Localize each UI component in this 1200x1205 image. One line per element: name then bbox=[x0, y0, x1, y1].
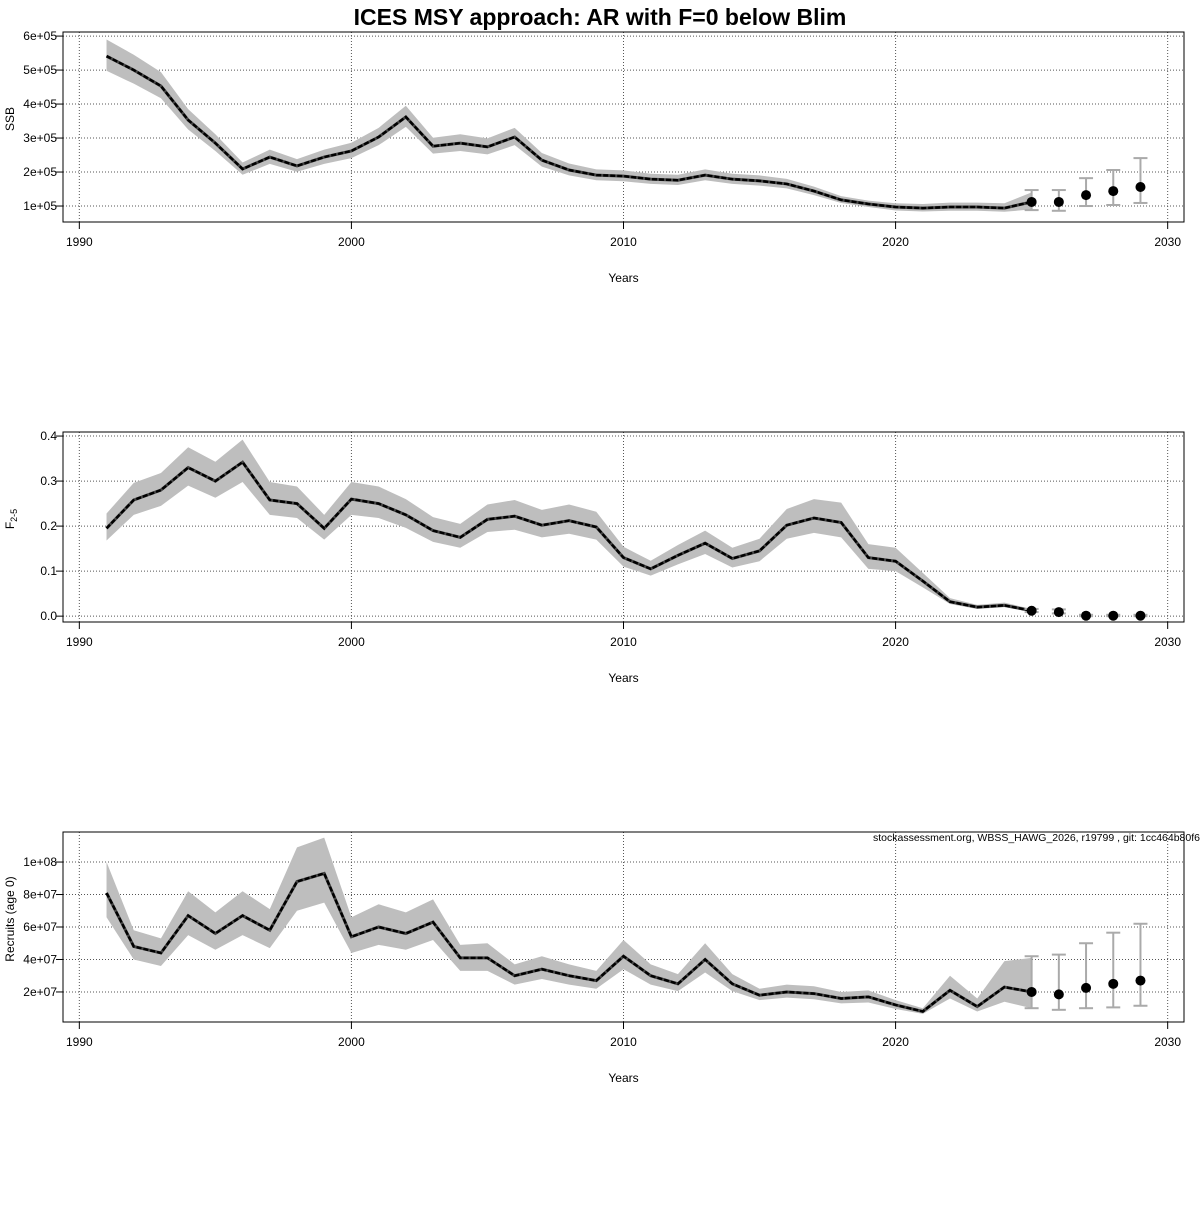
x-tick-label: 2010 bbox=[610, 635, 637, 649]
forecast-point bbox=[1108, 978, 1119, 989]
x-tick-label: 2010 bbox=[610, 235, 637, 249]
forecast-point bbox=[1108, 186, 1119, 197]
forecast-error-bar bbox=[1024, 955, 1039, 1010]
y-axis-label: SSB bbox=[3, 107, 17, 131]
recruits-confidence-band bbox=[106, 837, 1032, 1014]
fbar-estimate-line bbox=[105, 460, 1032, 612]
x-axis-label: Years bbox=[608, 1071, 638, 1085]
recruits-panel: 1990 2000 2010 2020 2030 Years 2e+07 4e+07 6e+07… bbox=[3, 831, 1185, 1085]
x-tick-label: 2020 bbox=[882, 235, 909, 249]
x-tick-label: 2030 bbox=[1154, 635, 1181, 649]
fbar-panel: 1990 2000 2010 2020 2030 Years 0.0 0.1 0.2 0.3 0.4… bbox=[3, 429, 1185, 685]
y-tick-label: 4e+05 bbox=[23, 97, 57, 111]
recruits-estimate-line bbox=[105, 871, 1032, 1013]
x-tick-label: 2000 bbox=[338, 635, 365, 649]
y-tick-label: 0.3 bbox=[40, 474, 57, 488]
plot-frame bbox=[62, 31, 1185, 223]
y-tick-label: 4e+07 bbox=[23, 952, 57, 966]
x-tick-label: 1990 bbox=[66, 235, 93, 249]
x-tick-label: 2020 bbox=[882, 635, 909, 649]
y-axis-label: F2-5 bbox=[3, 509, 19, 529]
x-tick-label: 2030 bbox=[1154, 235, 1181, 249]
y-tick-label: 0.0 bbox=[40, 609, 57, 623]
forecast-point bbox=[1135, 181, 1146, 192]
forecast-error-bar bbox=[1106, 931, 1121, 1009]
ssb-confidence-band bbox=[106, 39, 1032, 212]
forecast-point bbox=[1081, 190, 1092, 201]
x-tick-label: 2000 bbox=[338, 235, 365, 249]
y-tick-label: 6e+07 bbox=[23, 920, 57, 934]
forecast-point bbox=[1053, 196, 1064, 207]
forecast-error-bar bbox=[1133, 157, 1148, 204]
watermark: stockassessment.org, WBSS_HAWG_2026, r19… bbox=[873, 832, 1200, 844]
forecast-point bbox=[1135, 975, 1146, 986]
y-tick-label: 2e+05 bbox=[23, 165, 57, 179]
y-tick-label: 0.4 bbox=[40, 429, 57, 443]
forecast-point bbox=[1053, 989, 1064, 1000]
forecast-point bbox=[1081, 982, 1092, 993]
y-tick-label: 5e+05 bbox=[23, 63, 57, 77]
ssb-estimate-line bbox=[105, 55, 1032, 210]
ssb-estimate-line-base bbox=[105, 54, 1032, 210]
y-tick-label: 0.1 bbox=[40, 564, 57, 578]
x-tick-label: 1990 bbox=[66, 635, 93, 649]
ssb-panel: 1990 2000 2010 2020 2030 Years 1e+05 2e+05 3e+05… bbox=[3, 29, 1185, 285]
forecast-point bbox=[1026, 986, 1037, 997]
x-axis-label: Years bbox=[608, 671, 638, 685]
forecast-point bbox=[1135, 610, 1146, 621]
y-tick-label: 1e+08 bbox=[23, 855, 57, 869]
y-tick-label: 6e+05 bbox=[23, 29, 57, 43]
x-tick-label: 2010 bbox=[610, 1035, 637, 1049]
y-tick-label: 0.2 bbox=[40, 519, 57, 533]
forecast-point bbox=[1108, 610, 1119, 621]
forecast-point bbox=[1026, 605, 1037, 616]
forecast-point bbox=[1081, 610, 1092, 621]
forecast-point bbox=[1026, 196, 1037, 207]
x-tick-label: 2030 bbox=[1154, 1035, 1181, 1049]
y-axis-label-text: SSB bbox=[3, 107, 17, 131]
forecast-error-bar bbox=[1133, 922, 1148, 1007]
y-tick-label: 1e+05 bbox=[23, 199, 57, 213]
x-tick-label: 2020 bbox=[882, 1035, 909, 1049]
fbar-confidence-band bbox=[106, 439, 1032, 613]
y-axis-label: Recruits (age 0) bbox=[3, 876, 17, 961]
forecast-error-bar bbox=[1051, 953, 1066, 1011]
y-axis-label-subscript: 2-5 bbox=[9, 509, 19, 522]
y-axis-label-text: F bbox=[3, 522, 17, 529]
y-tick-label: 3e+05 bbox=[23, 131, 57, 145]
y-tick-label: 8e+07 bbox=[23, 888, 57, 902]
x-tick-label: 1990 bbox=[66, 1035, 93, 1049]
y-axis-label-text: Recruits (age 0) bbox=[3, 876, 17, 961]
forecast-error-bar bbox=[1079, 942, 1094, 1010]
forecast-point bbox=[1053, 607, 1064, 618]
x-tick-label: 2000 bbox=[338, 1035, 365, 1049]
figure-title: ICES MSY approach: AR with F=0 below Bli… bbox=[354, 4, 847, 30]
y-tick-label: 2e+07 bbox=[23, 985, 57, 999]
x-axis-label: Years bbox=[608, 271, 638, 285]
